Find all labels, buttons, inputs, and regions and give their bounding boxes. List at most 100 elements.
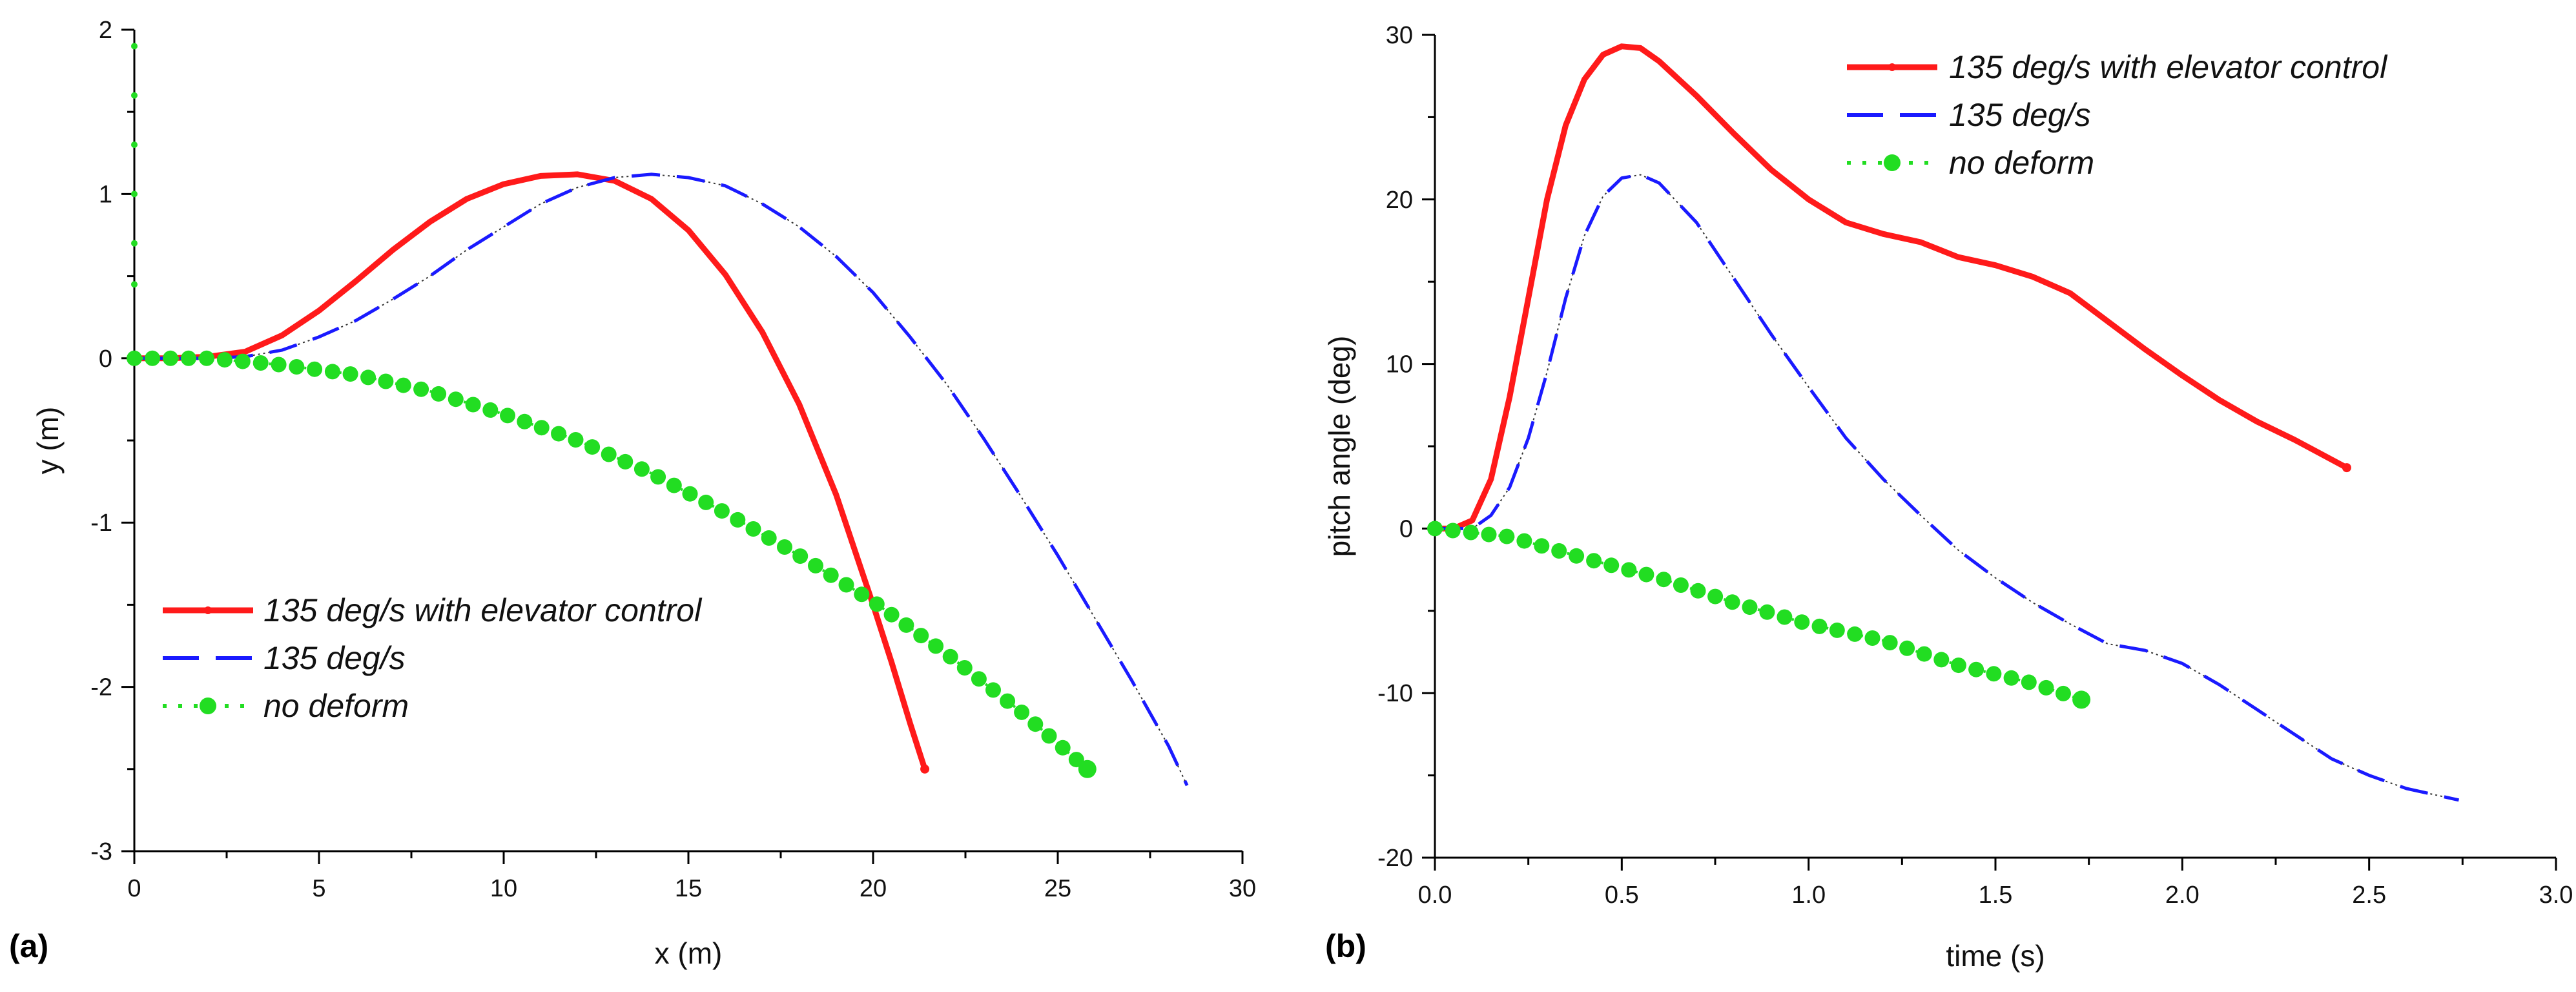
no-deform-marker xyxy=(777,539,792,555)
no-deform-end-marker xyxy=(1078,760,1097,778)
legend-swatch-marker xyxy=(1888,63,1896,71)
series-line-135-deg-s xyxy=(134,172,1189,787)
x-tick-label: 1.0 xyxy=(1791,882,1826,909)
no-deform-marker xyxy=(1690,583,1706,599)
legend-label: no deform xyxy=(1949,145,2094,181)
no-deform-marker xyxy=(252,355,269,371)
y-tick-label: -10 xyxy=(1377,680,1413,707)
no-deform-marker xyxy=(1014,704,1030,720)
no-deform-marker xyxy=(792,548,809,564)
no-deform-marker xyxy=(1427,521,1443,537)
y-tick-label: 0 xyxy=(1399,515,1413,542)
x-tick-label: 2.5 xyxy=(2352,882,2386,909)
legend-swatch-marker xyxy=(200,698,216,714)
no-deform-marker xyxy=(601,446,617,462)
no-deform-marker xyxy=(1463,524,1479,541)
axis-green-marker xyxy=(131,43,138,50)
y-tick-label: 1 xyxy=(99,181,112,208)
no-deform-marker xyxy=(1569,548,1585,564)
x-tick-label: 15 xyxy=(675,875,702,902)
x-tick-label: 1.5 xyxy=(1979,882,2013,909)
y-tick-label: 2 xyxy=(99,17,112,44)
no-deform-marker xyxy=(413,381,429,397)
no-deform-marker xyxy=(1847,626,1863,642)
no-deform-marker xyxy=(465,397,481,413)
x-tick-label: 2.0 xyxy=(2165,882,2200,909)
no-deform-marker xyxy=(823,567,839,583)
no-deform-marker xyxy=(307,361,323,377)
no-deform-marker xyxy=(1707,588,1724,604)
no-deform-marker xyxy=(234,353,251,369)
x-tick-label: 5 xyxy=(312,875,325,902)
series-line-no-deform xyxy=(1434,527,2082,701)
no-deform-marker xyxy=(533,420,550,436)
axis-green-marker xyxy=(131,191,138,198)
legend-label: 135 deg/s with elevator control xyxy=(1949,49,2388,85)
x-axis-label: x (m) xyxy=(655,936,723,970)
no-deform-marker xyxy=(682,486,698,502)
no-deform-marker xyxy=(869,596,885,612)
no-deform-marker xyxy=(2038,679,2054,696)
y-axis-label: pitch angle (deg) xyxy=(1323,336,1356,557)
no-deform-marker xyxy=(216,352,232,368)
y-tick-label: 20 xyxy=(1386,187,1413,214)
no-deform-marker xyxy=(745,521,761,537)
no-deform-marker xyxy=(1742,599,1758,615)
no-deform-marker xyxy=(2021,674,2037,690)
no-deform-marker xyxy=(1950,657,1966,674)
no-deform-marker xyxy=(271,356,287,373)
y-tick-label: 10 xyxy=(1386,351,1413,378)
no-deform-marker xyxy=(1638,566,1654,583)
no-deform-marker xyxy=(1516,533,1532,549)
no-deform-marker xyxy=(714,503,730,519)
x-tick-label: 3.0 xyxy=(2539,882,2573,909)
no-deform-marker xyxy=(1794,614,1810,630)
no-deform-marker xyxy=(1673,577,1689,593)
series-end-marker xyxy=(2342,463,2351,473)
no-deform-marker xyxy=(584,439,601,455)
no-deform-marker xyxy=(1829,622,1845,638)
series-line-135-deg-s-underlay xyxy=(1435,174,2459,801)
no-deform-marker xyxy=(942,648,958,665)
series-line-elevator-control xyxy=(1432,43,2350,532)
no-deform-marker xyxy=(289,359,305,375)
no-deform-marker xyxy=(956,660,973,676)
x-tick-label: 30 xyxy=(1229,875,1256,902)
no-deform-marker xyxy=(971,671,987,687)
y-tick-label: 0 xyxy=(99,346,112,373)
no-deform-marker xyxy=(1586,553,1602,569)
panel-label: (a) xyxy=(9,928,48,964)
x-tick-label: 10 xyxy=(490,875,517,902)
no-deform-marker xyxy=(199,350,214,366)
legend-label: 135 deg/s xyxy=(263,640,406,676)
x-tick-label: 0 xyxy=(127,875,141,902)
no-deform-marker xyxy=(913,628,929,644)
axis-green-marker xyxy=(131,92,138,99)
no-deform-marker xyxy=(1777,609,1793,625)
no-deform-marker xyxy=(1055,739,1071,756)
no-deform-marker xyxy=(650,469,666,485)
no-deform-marker xyxy=(1986,666,2002,682)
y-tick-label: -2 xyxy=(90,674,112,701)
no-deform-marker xyxy=(928,638,944,654)
no-deform-marker xyxy=(808,557,823,574)
no-deform-marker xyxy=(395,377,411,393)
no-deform-marker xyxy=(666,477,682,493)
no-deform-marker xyxy=(145,350,160,366)
no-deform-marker xyxy=(634,461,650,477)
no-deform-marker xyxy=(1481,526,1497,542)
legend-swatch-marker xyxy=(204,606,212,614)
no-deform-marker xyxy=(1864,630,1880,646)
no-deform-marker xyxy=(2003,670,2019,686)
no-deform-marker xyxy=(1534,538,1550,554)
no-deform-marker xyxy=(1811,618,1828,634)
no-deform-marker xyxy=(1000,693,1016,709)
y-tick-label: -3 xyxy=(90,838,112,865)
no-deform-marker xyxy=(181,350,196,366)
no-deform-marker xyxy=(500,408,515,424)
no-deform-end-marker xyxy=(2072,690,2091,709)
no-deform-marker xyxy=(378,373,394,389)
no-deform-marker xyxy=(1551,543,1567,559)
no-deform-marker xyxy=(1027,716,1044,732)
